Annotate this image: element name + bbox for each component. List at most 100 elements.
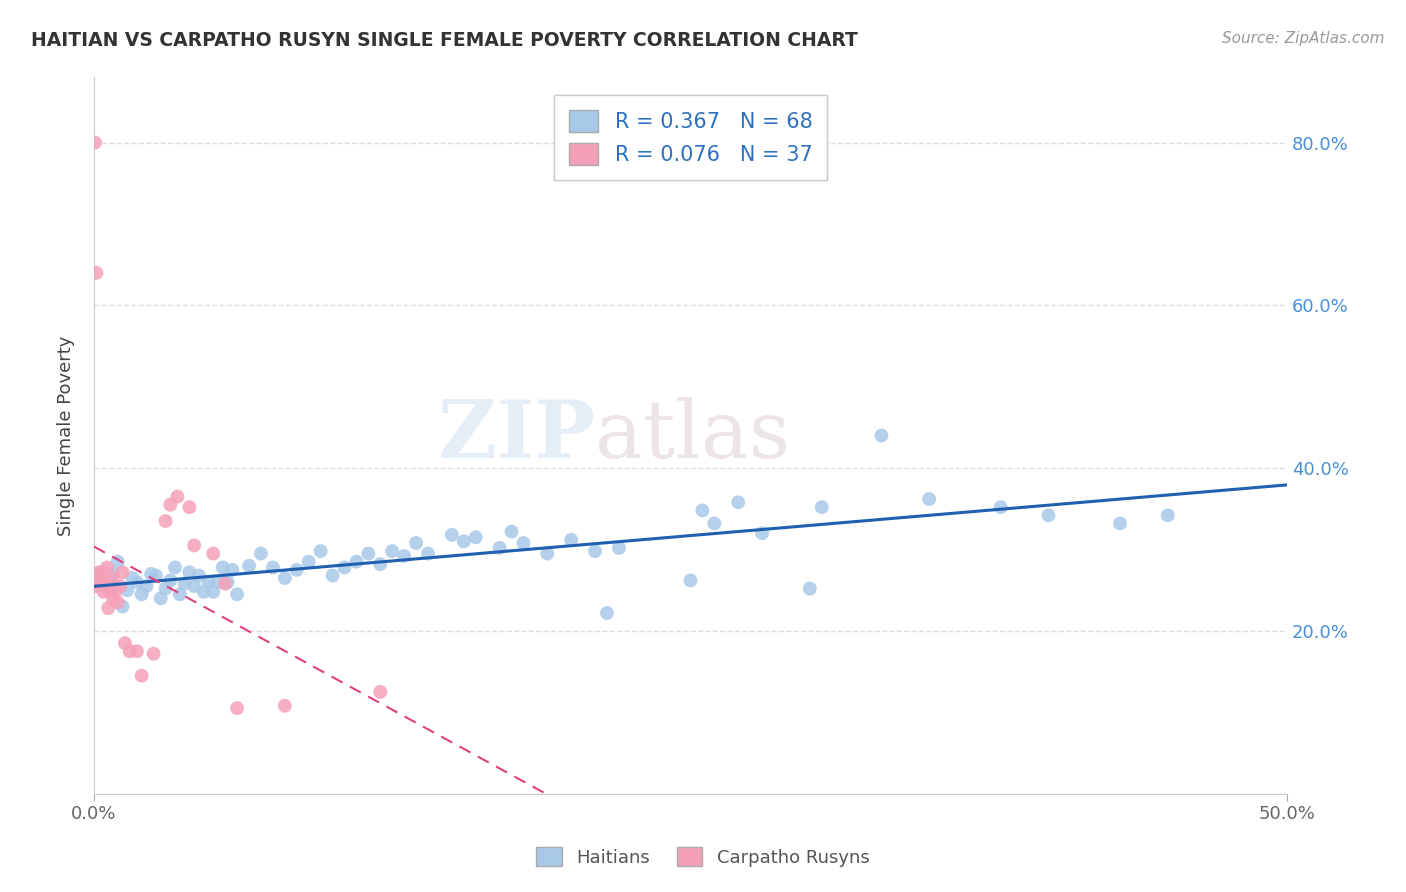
Point	[453, 534, 475, 549]
Point	[179, 566, 201, 580]
Point	[117, 583, 139, 598]
Point	[368, 557, 391, 571]
Point	[226, 587, 249, 601]
Point	[560, 533, 582, 547]
Point	[250, 547, 273, 561]
Point	[100, 584, 122, 599]
Point	[346, 555, 368, 569]
Point	[98, 582, 121, 596]
Point	[1157, 508, 1180, 523]
Point	[183, 538, 205, 552]
Point	[368, 685, 391, 699]
Point	[207, 575, 229, 590]
Point	[142, 647, 165, 661]
Point	[89, 568, 111, 582]
Point	[125, 644, 148, 658]
Text: ZIP: ZIP	[439, 397, 595, 475]
Point	[309, 544, 332, 558]
Point	[464, 530, 486, 544]
Point	[159, 498, 181, 512]
Point	[262, 560, 284, 574]
Point	[187, 568, 209, 582]
Point	[131, 587, 153, 601]
Point	[870, 428, 893, 442]
Legend: Haitians, Carpatho Rusyns: Haitians, Carpatho Rusyns	[529, 840, 877, 874]
Point	[679, 574, 702, 588]
Point	[93, 579, 115, 593]
Point	[91, 566, 114, 580]
Point	[202, 547, 225, 561]
Point	[405, 536, 427, 550]
Point	[703, 516, 725, 531]
Point	[298, 555, 321, 569]
Point	[94, 576, 117, 591]
Point	[145, 568, 167, 582]
Point	[197, 575, 219, 590]
Point	[101, 593, 124, 607]
Point	[121, 571, 143, 585]
Point	[111, 566, 134, 580]
Point	[101, 571, 124, 585]
Point	[93, 574, 115, 588]
Point	[285, 563, 308, 577]
Point	[165, 560, 187, 574]
Point	[202, 584, 225, 599]
Point	[108, 579, 131, 593]
Point	[392, 549, 415, 563]
Point	[169, 587, 191, 601]
Point	[1109, 516, 1132, 531]
Point	[125, 575, 148, 590]
Point	[193, 584, 215, 599]
Point	[221, 563, 243, 577]
Point	[214, 576, 236, 591]
Point	[727, 495, 749, 509]
Point	[114, 636, 136, 650]
Point	[583, 544, 606, 558]
Point	[155, 514, 177, 528]
Point	[107, 595, 129, 609]
Point	[93, 584, 115, 599]
Point	[238, 558, 260, 573]
Point	[107, 555, 129, 569]
Text: Source: ZipAtlas.com: Source: ZipAtlas.com	[1222, 31, 1385, 46]
Point	[596, 606, 619, 620]
Point	[97, 601, 120, 615]
Point	[141, 566, 163, 581]
Point	[179, 500, 201, 515]
Point	[440, 528, 463, 542]
Point	[217, 575, 239, 590]
Point	[86, 266, 108, 280]
Point	[274, 698, 297, 713]
Point	[607, 541, 630, 555]
Point	[111, 599, 134, 614]
Point	[810, 500, 832, 515]
Point	[90, 576, 112, 591]
Point	[104, 584, 127, 599]
Point	[226, 701, 249, 715]
Point	[211, 560, 233, 574]
Point	[84, 136, 107, 150]
Point	[501, 524, 523, 539]
Point	[990, 500, 1012, 515]
Point	[357, 547, 380, 561]
Point	[159, 574, 181, 588]
Point	[166, 490, 188, 504]
Point	[183, 579, 205, 593]
Point	[131, 668, 153, 682]
Point	[103, 579, 125, 593]
Point	[118, 644, 141, 658]
Point	[918, 491, 941, 506]
Point	[274, 571, 297, 585]
Point	[512, 536, 534, 550]
Point	[135, 579, 157, 593]
Text: atlas: atlas	[595, 397, 790, 475]
Point	[416, 547, 439, 561]
Point	[751, 526, 773, 541]
Point	[173, 576, 195, 591]
Point	[322, 568, 344, 582]
Y-axis label: Single Female Poverty: Single Female Poverty	[58, 335, 75, 536]
Point	[149, 591, 172, 606]
Point	[101, 566, 124, 581]
Point	[84, 579, 107, 593]
Point	[87, 566, 110, 580]
